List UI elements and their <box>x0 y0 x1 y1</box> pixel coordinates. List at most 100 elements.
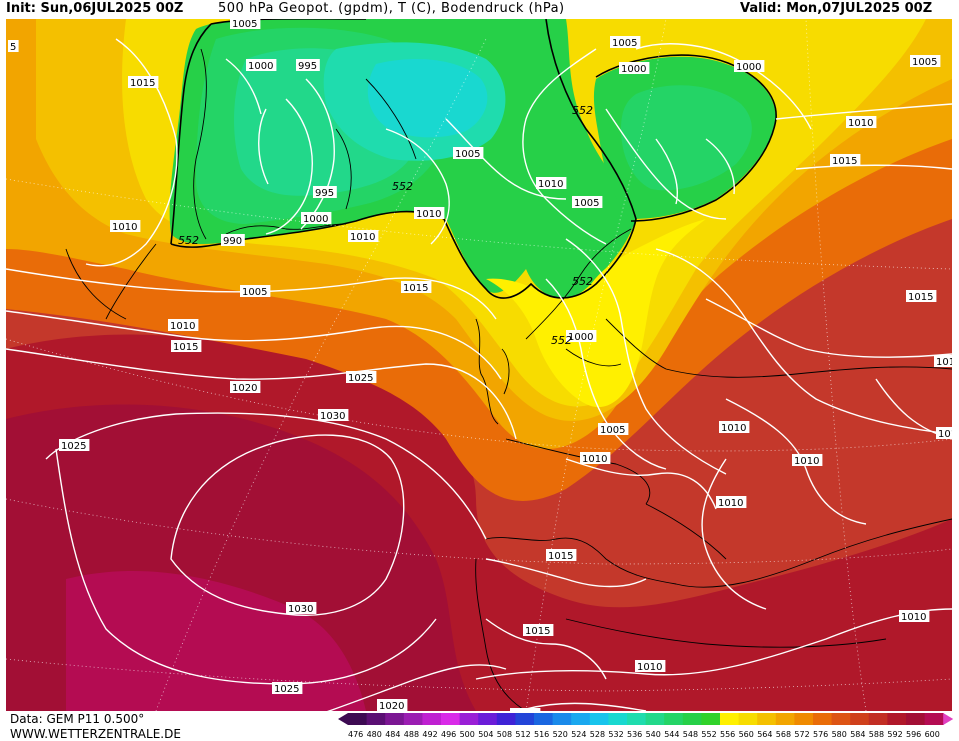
isobar-label-box <box>401 281 432 293</box>
scale-tick-label: 524 <box>571 730 586 739</box>
isobar-label: 1010 <box>538 179 563 190</box>
isobar-label: 1000 <box>621 64 646 75</box>
isobar-label: 1015 <box>525 626 550 637</box>
isobar-label-box <box>313 186 337 198</box>
isobar-label: 1005 <box>574 198 599 209</box>
isobar-label-box <box>580 452 611 464</box>
map-header: Init: Sun,06JUL2025 00Z 500 hPa Geopot. … <box>0 0 959 19</box>
scale-tick-label: 544 <box>664 730 679 739</box>
scale-swatch <box>720 713 740 725</box>
isobar-label-box <box>936 427 952 439</box>
isohypse-label: 552 <box>392 180 413 193</box>
scale-tick-label: 568 <box>776 730 791 739</box>
scale-swatch <box>701 713 721 725</box>
isobar-label: 1025 <box>274 684 299 695</box>
isobar-label-box <box>572 196 603 208</box>
scale-tick-label: 484 <box>385 730 400 739</box>
isobar-label: 1010 <box>582 454 607 465</box>
isohypse-label: 552 <box>572 275 593 288</box>
scale-swatch <box>775 713 795 725</box>
isobar-label-box <box>59 439 90 451</box>
scale-swatch <box>403 713 423 725</box>
isobar-label: 1000 <box>568 332 593 343</box>
scale-tick-label: 500 <box>460 730 475 739</box>
scale-tick-label: 576 <box>813 730 828 739</box>
isobar-label-box <box>272 682 303 694</box>
isobar-label: 1015 <box>403 283 428 294</box>
isobar-label: 1005 <box>242 287 267 298</box>
scale-swatch <box>645 713 665 725</box>
isobar-label-box <box>934 355 952 367</box>
isobar-label: 1015 <box>548 551 573 562</box>
isobar-label-box <box>635 660 666 672</box>
isobar-label-box <box>910 55 941 67</box>
weather-map: 1005 1000 995 1015 1005 1000 1000 1005 1010 1015 1… <box>6 19 952 711</box>
graticule <box>6 19 952 711</box>
isobar-label: 1030 <box>320 411 345 422</box>
scale-tick-label: 552 <box>701 730 716 739</box>
valid-time: Valid: Mon,07JUL2025 00Z <box>740 1 933 16</box>
isobar-label: 1010 <box>936 357 952 368</box>
scale-tick-label: 520 <box>553 730 568 739</box>
scale-swatch <box>794 713 814 725</box>
isobar-label-box <box>8 40 19 52</box>
isobar-label-box <box>610 36 641 48</box>
map-footer: Data: GEM P11 0.500° WWW.WETTERZENTRALE.… <box>0 711 959 741</box>
scale-tick-label: 548 <box>683 730 698 739</box>
scale-swatch <box>906 713 926 725</box>
isobar-label: 1025 <box>61 441 86 452</box>
isobar-label: 990 <box>223 236 242 247</box>
isobar-label-box <box>598 423 629 435</box>
isobar-label: 1010 <box>112 222 137 233</box>
scale-swatch <box>515 713 535 725</box>
scale-tick-label: 596 <box>906 730 921 739</box>
field-596 <box>66 570 366 711</box>
isobar-label: 1010 <box>901 612 926 623</box>
isobar-label: 1000 <box>736 62 761 73</box>
isobar-label: 1015 <box>173 342 198 353</box>
scale-tick-label: 476 <box>348 730 363 739</box>
isobar-label-box <box>110 220 141 232</box>
isobar-label-box <box>536 177 567 189</box>
isobar-label-box <box>523 624 554 636</box>
isobar-label: 995 <box>298 61 317 72</box>
scale-tick-label: 572 <box>794 730 809 739</box>
isobar-label: 1010 <box>794 456 819 467</box>
isobar-label: 995 <box>315 188 334 199</box>
scale-swatch <box>478 713 498 725</box>
scale-tick-label: 560 <box>739 730 754 739</box>
isobar-label: 1030 <box>288 604 313 615</box>
scale-tick-label: 588 <box>869 730 884 739</box>
scale-swatch <box>496 713 516 725</box>
scale-swatch <box>887 713 907 725</box>
scale-swatch <box>868 713 888 725</box>
scale-tick-label: 584 <box>850 730 865 739</box>
isobar-label: 5 <box>10 42 16 53</box>
isobar-label-box <box>230 381 261 393</box>
isobar-label-box <box>221 234 245 246</box>
isobar-label-box <box>453 147 484 159</box>
color-scale: 476 480 484 488 492 496 500 504 508 512 516 520 524 5… <box>338 713 954 739</box>
isohypse-label: 552 <box>551 334 572 347</box>
isobar-label-box <box>346 371 377 383</box>
scale-swatch <box>441 713 461 725</box>
scale-swatch <box>385 713 405 725</box>
field-544-east <box>621 85 752 191</box>
isobar-label: 1015 <box>130 78 155 89</box>
scale-swatch <box>348 713 368 725</box>
isobar-label: 1015 <box>832 156 857 167</box>
isobar-label: 1010 <box>350 232 375 243</box>
isobar-label: 1000 <box>303 214 328 225</box>
scale-tick-label: 532 <box>608 730 623 739</box>
scale-tick-label: 516 <box>534 730 549 739</box>
scale-tick-label: 496 <box>441 730 456 739</box>
scale-tick-label: 564 <box>757 730 772 739</box>
scale-swatch <box>627 713 647 725</box>
isobar-label-box <box>830 154 861 166</box>
scale-tick-label: 592 <box>887 730 902 739</box>
isobar-label: 1010 <box>718 498 743 509</box>
isobar-label-box <box>168 319 199 331</box>
isobar-label: 1020 <box>379 701 404 711</box>
isobar-label: 1005 <box>455 149 480 160</box>
scale-tick-label: 580 <box>832 730 847 739</box>
